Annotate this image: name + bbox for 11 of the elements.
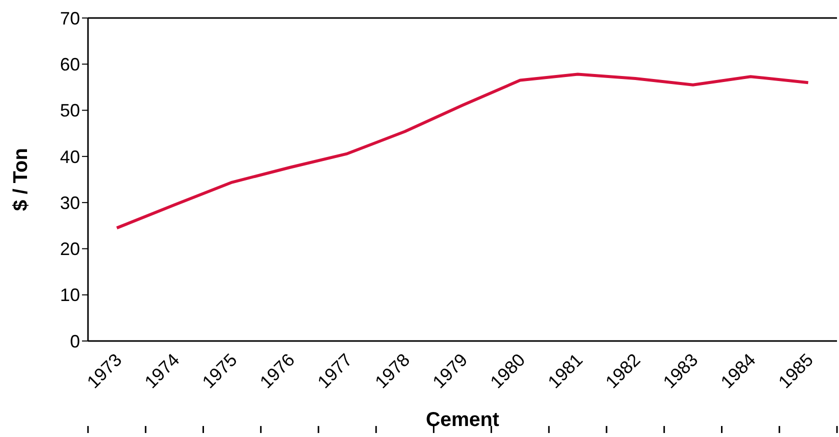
y-tick-label: 60	[60, 54, 80, 75]
line-series	[115, 72, 810, 230]
y-tick-label: 50	[60, 100, 80, 121]
y-tick-label: 10	[60, 285, 80, 306]
x-axis-title: Cement	[426, 409, 500, 431]
y-axis-title: $ / Ton	[10, 148, 32, 211]
y-tick-label: 40	[60, 146, 80, 167]
y-tick-label: 20	[60, 239, 80, 260]
y-tick-label: 30	[60, 192, 80, 213]
y-tick-label: 70	[60, 8, 80, 28]
y-tick-label: 0	[70, 331, 80, 352]
